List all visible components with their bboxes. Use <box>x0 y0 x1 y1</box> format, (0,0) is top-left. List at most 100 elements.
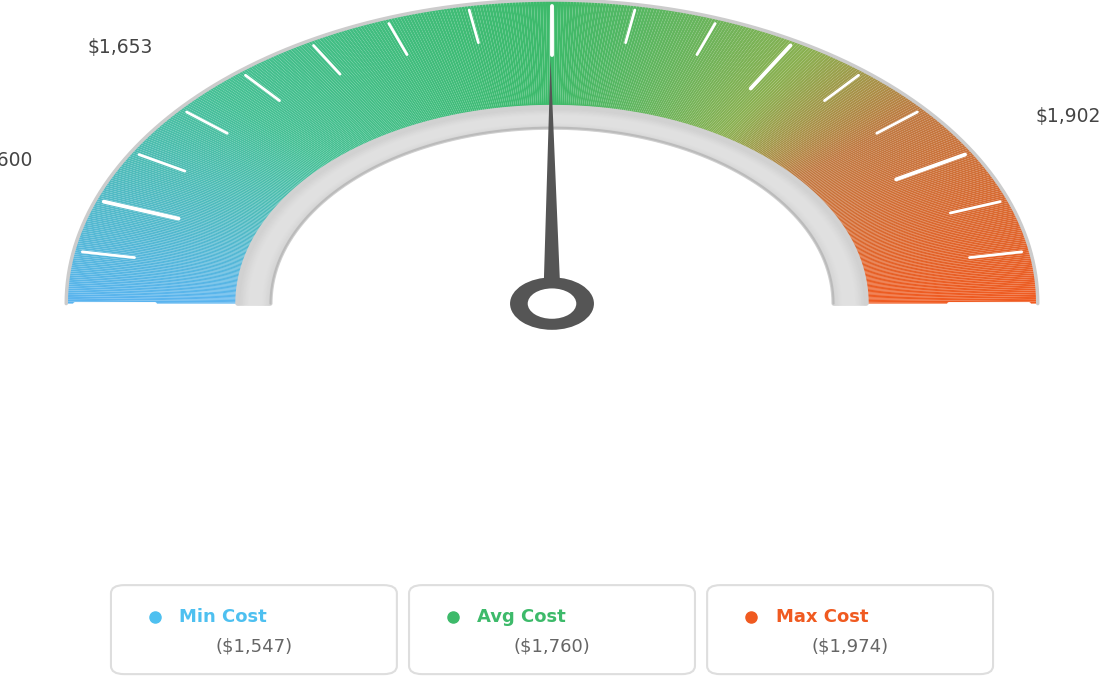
Wedge shape <box>134 148 291 207</box>
Wedge shape <box>257 61 369 153</box>
Wedge shape <box>470 4 502 117</box>
Wedge shape <box>851 253 1031 273</box>
Wedge shape <box>87 213 262 248</box>
Wedge shape <box>364 23 437 128</box>
Wedge shape <box>125 157 286 213</box>
Wedge shape <box>854 277 1037 288</box>
Wedge shape <box>583 1 604 115</box>
Wedge shape <box>243 68 360 157</box>
Wedge shape <box>845 223 1021 254</box>
Wedge shape <box>736 63 850 154</box>
Wedge shape <box>854 281 1037 290</box>
Wedge shape <box>156 127 306 194</box>
Wedge shape <box>402 14 460 123</box>
Wedge shape <box>74 248 254 270</box>
Wedge shape <box>744 68 861 157</box>
Wedge shape <box>846 228 1023 257</box>
Wedge shape <box>841 212 1016 247</box>
Wedge shape <box>88 212 263 247</box>
Wedge shape <box>141 139 297 202</box>
Wedge shape <box>728 56 835 150</box>
Wedge shape <box>613 6 652 118</box>
Wedge shape <box>843 217 1019 250</box>
Wedge shape <box>161 122 309 191</box>
Wedge shape <box>96 197 267 238</box>
Wedge shape <box>188 101 326 178</box>
Wedge shape <box>231 75 352 161</box>
Wedge shape <box>331 32 416 135</box>
Wedge shape <box>276 52 381 148</box>
Wedge shape <box>104 185 273 230</box>
Wedge shape <box>837 199 1009 239</box>
Wedge shape <box>164 119 311 189</box>
Wedge shape <box>316 37 406 138</box>
Wedge shape <box>852 258 1032 276</box>
Wedge shape <box>455 6 493 118</box>
Wedge shape <box>220 81 346 166</box>
Wedge shape <box>808 141 964 203</box>
Wedge shape <box>254 63 368 154</box>
Wedge shape <box>250 65 364 155</box>
Wedge shape <box>72 254 253 274</box>
Wedge shape <box>82 226 258 257</box>
Wedge shape <box>810 144 967 205</box>
Wedge shape <box>284 49 386 146</box>
Wedge shape <box>99 192 269 235</box>
Wedge shape <box>112 175 277 224</box>
Wedge shape <box>800 130 952 196</box>
Text: ($1,547): ($1,547) <box>215 638 293 656</box>
Wedge shape <box>714 47 815 144</box>
Wedge shape <box>235 72 355 159</box>
Wedge shape <box>115 169 279 221</box>
Wedge shape <box>70 264 251 280</box>
Wedge shape <box>150 131 302 197</box>
Wedge shape <box>540 0 546 114</box>
Wedge shape <box>578 1 597 115</box>
Wedge shape <box>740 65 854 155</box>
Wedge shape <box>786 110 928 184</box>
Wedge shape <box>818 157 979 213</box>
Wedge shape <box>562 0 571 114</box>
Wedge shape <box>512 1 529 115</box>
Wedge shape <box>851 250 1031 272</box>
Wedge shape <box>627 10 676 120</box>
Wedge shape <box>449 6 489 118</box>
Wedge shape <box>681 29 762 132</box>
Wedge shape <box>584 2 607 115</box>
Wedge shape <box>806 138 960 201</box>
Wedge shape <box>575 1 592 115</box>
Wedge shape <box>849 243 1029 267</box>
Wedge shape <box>92 204 265 243</box>
Wedge shape <box>192 99 328 177</box>
Wedge shape <box>854 273 1036 286</box>
Wedge shape <box>783 106 922 181</box>
Wedge shape <box>777 100 914 177</box>
Wedge shape <box>537 0 544 114</box>
Wedge shape <box>848 237 1027 264</box>
Wedge shape <box>565 0 576 114</box>
Wedge shape <box>259 60 371 152</box>
Wedge shape <box>856 288 1038 295</box>
Wedge shape <box>710 44 807 142</box>
Wedge shape <box>237 71 357 159</box>
Wedge shape <box>792 117 937 188</box>
Wedge shape <box>368 22 438 128</box>
Wedge shape <box>817 156 978 213</box>
Wedge shape <box>838 201 1010 240</box>
Wedge shape <box>842 213 1017 248</box>
Wedge shape <box>132 149 290 208</box>
Wedge shape <box>98 194 269 236</box>
Wedge shape <box>662 21 731 127</box>
Wedge shape <box>790 116 936 187</box>
Wedge shape <box>213 85 341 168</box>
Wedge shape <box>75 245 254 268</box>
Wedge shape <box>760 82 887 166</box>
Wedge shape <box>67 281 250 290</box>
Wedge shape <box>690 33 775 135</box>
Wedge shape <box>75 243 255 267</box>
Wedge shape <box>84 221 259 253</box>
Text: $1,653: $1,653 <box>88 38 153 57</box>
Wedge shape <box>856 290 1038 297</box>
Wedge shape <box>461 5 497 117</box>
Wedge shape <box>110 176 276 225</box>
